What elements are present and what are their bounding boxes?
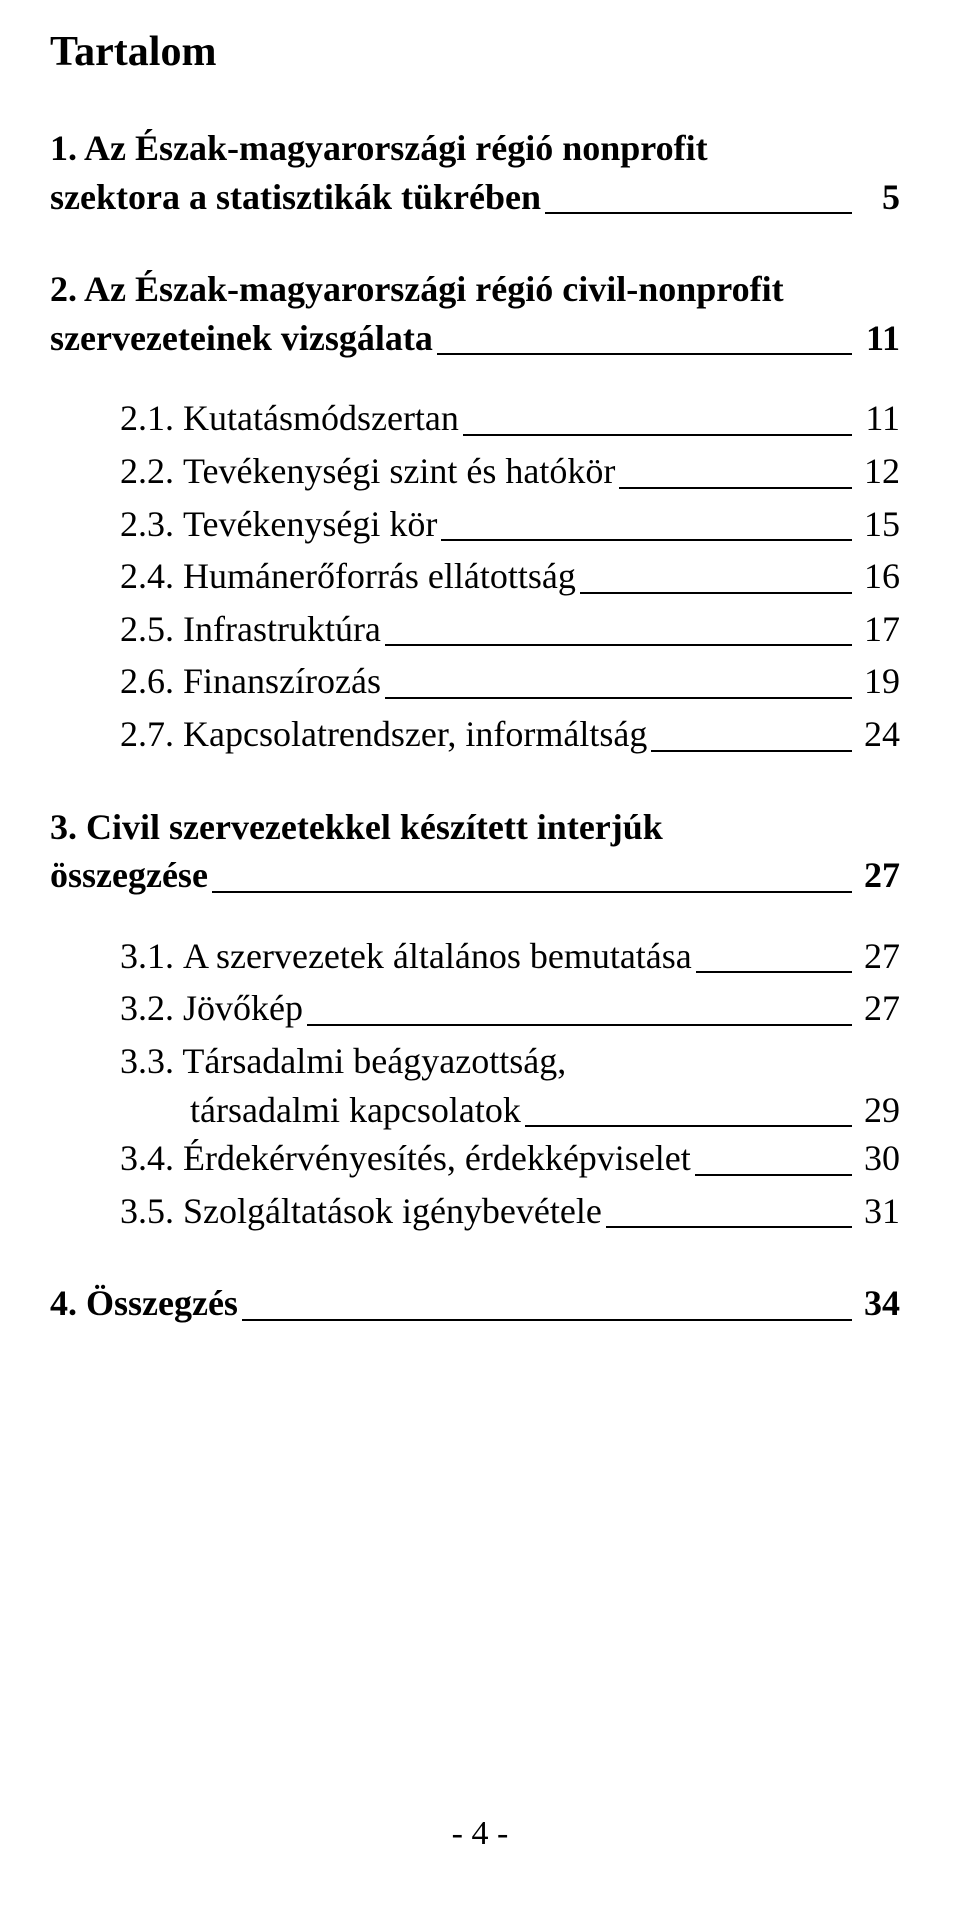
toc-page: 27 xyxy=(856,984,900,1033)
toc-page: 15 xyxy=(856,500,900,549)
toc-page: 24 xyxy=(856,710,900,759)
toc-prefix: 1. xyxy=(50,128,77,168)
toc-text: Humánerőforrás ellátottság xyxy=(183,552,576,601)
toc-text: Kapcsolatrendszer, informáltság xyxy=(183,710,647,759)
toc-leader xyxy=(437,353,852,355)
toc-entry: 3.4. Érdekérvényesítés, érdekképviselet … xyxy=(120,1134,900,1183)
toc-text: Az Észak-magyarországi régió nonprofit xyxy=(84,128,708,168)
toc-entry: 3.3. Társadalmi beágyazottság, társadalm… xyxy=(120,1037,900,1134)
toc-leader xyxy=(385,644,852,646)
toc-prefix: 2.4. xyxy=(120,552,174,601)
toc-prefix: 3. xyxy=(50,807,77,847)
toc-leader xyxy=(307,1024,852,1026)
toc-entry: 3. Civil szervezetekkel készített interj… xyxy=(50,803,900,900)
toc-page: 16 xyxy=(856,552,900,601)
toc-entry: 2.1. Kutatásmódszertan 11 xyxy=(120,394,900,443)
toc-page: 11 xyxy=(856,314,900,363)
toc-prefix: 2.7. xyxy=(120,710,174,759)
toc-entry: 3.1. A szervezetek általános bemutatása … xyxy=(120,932,900,981)
toc-text: Szolgáltatások igénybevétele xyxy=(183,1187,602,1236)
toc-page: 27 xyxy=(856,851,900,900)
toc-text: Finanszírozás xyxy=(183,657,381,706)
toc-leader xyxy=(463,434,852,436)
toc-text: Az Észak-magyarországi régió civil-nonpr… xyxy=(84,269,784,309)
toc-text: Tevékenységi szint és hatókör xyxy=(183,447,615,496)
toc-line1: 3. Civil szervezetekkel készített interj… xyxy=(50,803,900,852)
toc-text-cont: összegzése xyxy=(50,851,208,900)
toc-entry: 2.6. Finanszírozás 19 xyxy=(120,657,900,706)
toc-text: Érdekérvényesítés, érdekképviselet xyxy=(183,1134,691,1183)
toc-page: 19 xyxy=(856,657,900,706)
toc-text: Jövőkép xyxy=(183,984,303,1033)
toc-page: 17 xyxy=(856,605,900,654)
toc-text-cont: szektora a statisztikák tükrében xyxy=(50,173,541,222)
toc-leader xyxy=(651,750,852,752)
toc-text: Összegzés xyxy=(86,1279,238,1328)
toc-leader xyxy=(525,1125,852,1127)
toc-page: 27 xyxy=(856,932,900,981)
toc-page: 34 xyxy=(856,1279,900,1328)
toc-text: Infrastruktúra xyxy=(183,605,381,654)
toc-prefix: 3.2. xyxy=(120,984,174,1033)
toc-line1: 1. Az Észak-magyarországi régió nonprofi… xyxy=(50,124,900,173)
toc-prefix: 3.1. xyxy=(120,932,174,981)
toc-page: 5 xyxy=(856,173,900,222)
toc-leader xyxy=(619,487,852,489)
toc-entry: 2. Az Észak-magyarországi régió civil-no… xyxy=(50,265,900,362)
toc-page: 12 xyxy=(856,447,900,496)
toc-leader xyxy=(606,1226,852,1228)
toc-prefix: 2.5. xyxy=(120,605,174,654)
toc-prefix: 3.3. xyxy=(120,1041,174,1081)
toc-prefix: 2. xyxy=(50,269,77,309)
toc-page: 31 xyxy=(856,1187,900,1236)
toc-entry: 3.2. Jövőkép 27 xyxy=(120,984,900,1033)
toc-leader xyxy=(385,697,852,699)
toc-section-4: 4. Összegzés 34 xyxy=(50,1279,900,1328)
toc-leader xyxy=(242,1319,852,1321)
toc-children: 3.1. A szervezetek általános bemutatása … xyxy=(50,932,900,1236)
toc-text: Civil szervezetekkel készített interjúk xyxy=(86,807,663,847)
toc-entry: 3.5. Szolgáltatások igénybevétele 31 xyxy=(120,1187,900,1236)
toc-text: A szervezetek általános bemutatása xyxy=(183,932,692,981)
toc-section-3: 3. Civil szervezetekkel készített interj… xyxy=(50,803,900,1236)
toc-entry: 2.2. Tevékenységi szint és hatókör 12 xyxy=(120,447,900,496)
toc-prefix: 3.5. xyxy=(120,1187,174,1236)
toc-text-cont: szervezeteinek vizsgálata xyxy=(50,314,433,363)
toc-entry: 4. Összegzés 34 xyxy=(50,1279,900,1328)
toc-prefix: 4. xyxy=(50,1279,77,1328)
page-title: Tartalom xyxy=(50,28,900,76)
toc-entry: 2.3. Tevékenységi kör 15 xyxy=(120,500,900,549)
toc-text: Társadalmi beágyazottság, xyxy=(182,1041,566,1081)
toc-entry: 2.4. Humánerőforrás ellátottság 16 xyxy=(120,552,900,601)
toc-leader xyxy=(212,891,852,893)
toc-page: 11 xyxy=(856,394,900,443)
toc-entry: 1. Az Észak-magyarországi régió nonprofi… xyxy=(50,124,900,221)
toc-text-cont: társadalmi kapcsolatok xyxy=(190,1086,521,1135)
toc-text: Kutatásmódszertan xyxy=(183,394,459,443)
toc-line1: 2. Az Észak-magyarországi régió civil-no… xyxy=(50,265,900,314)
toc-text: Tevékenységi kör xyxy=(183,500,437,549)
toc-prefix: 2.1. xyxy=(120,394,174,443)
toc-leader xyxy=(696,971,852,973)
toc-prefix: 2.3. xyxy=(120,500,174,549)
toc-leader xyxy=(441,539,852,541)
toc-line1: 3.3. Társadalmi beágyazottság, xyxy=(120,1037,900,1086)
toc-children: 2.1. Kutatásmódszertan 11 2.2. Tevékenys… xyxy=(50,394,900,758)
toc-page: 30 xyxy=(856,1134,900,1183)
toc-page: 29 xyxy=(856,1086,900,1135)
toc-section-1: 1. Az Észak-magyarországi régió nonprofi… xyxy=(50,124,900,221)
toc-section-2: 2. Az Észak-magyarországi régió civil-no… xyxy=(50,265,900,758)
toc-prefix: 2.2. xyxy=(120,447,174,496)
toc-prefix: 2.6. xyxy=(120,657,174,706)
toc-entry: 2.5. Infrastruktúra 17 xyxy=(120,605,900,654)
toc-leader xyxy=(580,592,852,594)
toc-prefix: 3.4. xyxy=(120,1134,174,1183)
page: Tartalom 1. Az Észak-magyarországi régió… xyxy=(0,0,960,1913)
toc-leader xyxy=(695,1174,852,1176)
page-number: - 4 - xyxy=(0,1815,960,1853)
toc-entry: 2.7. Kapcsolatrendszer, informáltság 24 xyxy=(120,710,900,759)
toc-leader xyxy=(545,212,852,214)
